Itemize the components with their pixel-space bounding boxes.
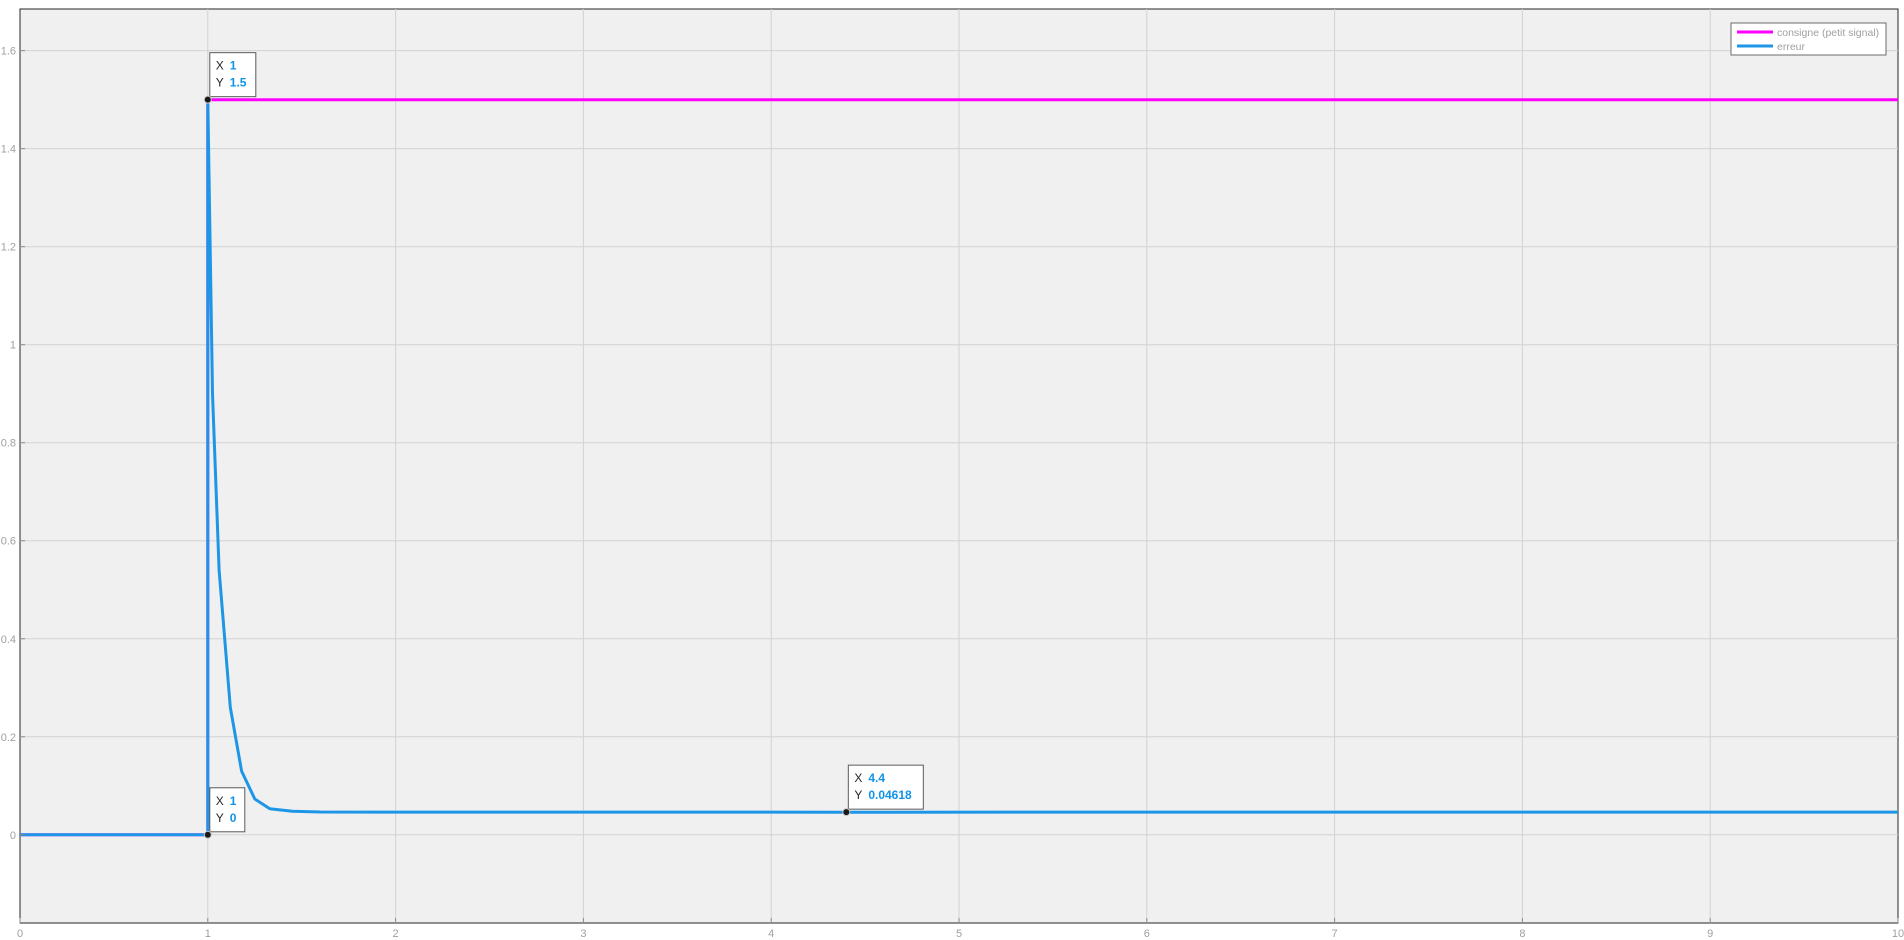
x-tick-label: 7 [1332, 928, 1338, 940]
data-tip-y-value: 0 [230, 811, 237, 825]
legend-box[interactable] [1730, 22, 1887, 56]
data-tips: X 1Y 1.5X 1Y 0X 4.4Y 0.04618 [203, 52, 924, 839]
x-tick-label: 2 [393, 928, 399, 940]
data-tip-box[interactable] [209, 52, 257, 98]
y-tick-label: 1.6 [1, 46, 16, 58]
data-tip-x-value: 4.4 [868, 771, 885, 785]
data-tip[interactable]: X 1Y 1.5 [203, 52, 257, 104]
data-tip-box[interactable] [209, 787, 246, 833]
data-tip-x-label: X [854, 771, 862, 785]
y-tick-label: 1.2 [1, 242, 16, 254]
data-tip-y-value: 1.5 [230, 76, 247, 90]
x-tick-label: 8 [1519, 928, 1525, 940]
x-tick-label: 4 [768, 928, 774, 940]
series-lines [20, 98, 1899, 837]
data-tip-marker[interactable] [203, 95, 212, 104]
data-tip-y-label: Y [216, 811, 224, 825]
data-tip-x-value: 1 [230, 794, 237, 808]
x-tick-label: 3 [580, 928, 586, 940]
y-tick-label: 0.4 [1, 634, 16, 646]
y-tick-label: 1.4 [1, 144, 16, 156]
legend-label: erreur [1777, 41, 1806, 53]
x-tick-label: 6 [1144, 928, 1150, 940]
x-tick-label: 1 [205, 928, 211, 940]
legend-label: consigne (petit signal) [1777, 27, 1879, 39]
x-tick-label: 9 [1707, 928, 1713, 940]
x-tick-label: 0 [17, 928, 23, 940]
data-tip-y-label: Y [854, 788, 862, 802]
x-tick-label: 10 [1892, 928, 1904, 940]
y-tick-label: 0.6 [1, 536, 16, 548]
data-tip-box[interactable] [847, 764, 924, 810]
data-tip[interactable]: X 4.4 Y 0.04618 [842, 764, 924, 817]
data-tip[interactable]: X 1Y 0 [203, 787, 246, 839]
legend[interactable]: consigne (petit signal) erreur [1730, 22, 1887, 56]
data-tip-marker[interactable] [842, 808, 851, 817]
data-tip-x-label: X [216, 794, 224, 808]
y-tick-label: 0 [10, 830, 16, 842]
data-tip-y-label: Y [216, 76, 224, 90]
y-tick-label: 0.8 [1, 438, 16, 450]
y-tick-label: 0.2 [1, 732, 16, 744]
data-tip-y-value: 0.04618 [868, 788, 912, 802]
series-line-erreur[interactable] [20, 98, 1899, 837]
x-tick-label: 5 [956, 928, 962, 940]
y-tick-label: 1 [10, 340, 16, 352]
data-tip-x-value: 1 [230, 59, 237, 73]
data-tip-marker[interactable] [203, 830, 212, 839]
data-tip-x-label: X [216, 59, 224, 73]
